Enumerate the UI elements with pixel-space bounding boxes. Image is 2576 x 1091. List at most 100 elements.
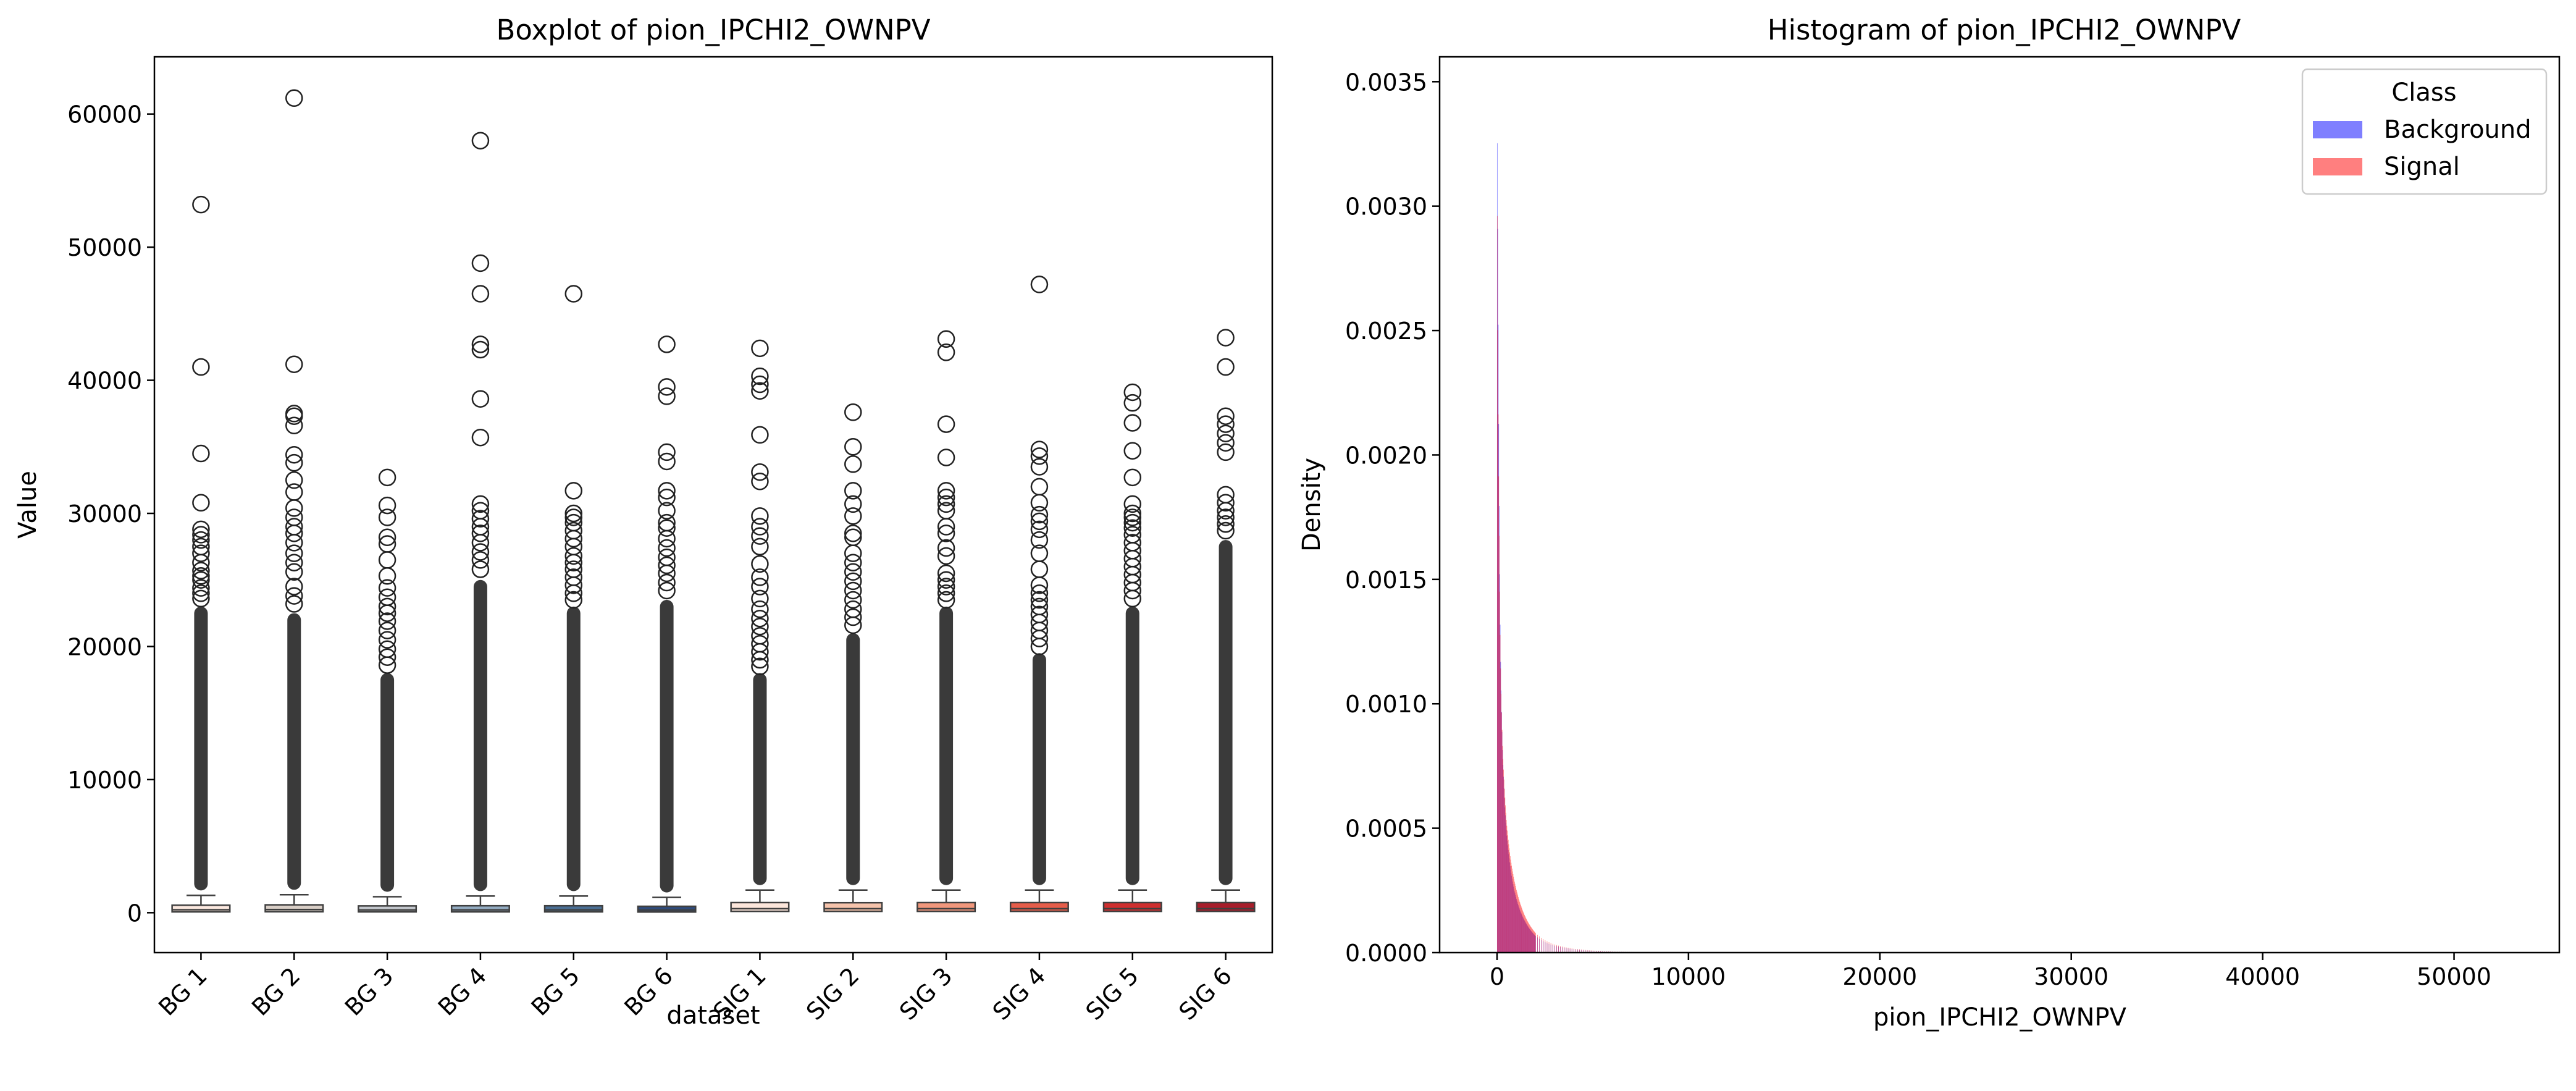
outlier-point [1030, 447, 1049, 465]
histogram-bar [1509, 852, 1510, 953]
outlier-point [378, 508, 396, 526]
outlier-point [192, 526, 210, 544]
histogram-bar [1554, 944, 1555, 953]
histogram-bar [1514, 883, 1516, 953]
outlier-point [192, 358, 210, 376]
histogram-bar [1517, 893, 1518, 953]
y-tick-label: 0.0015 [1345, 567, 1427, 594]
outlier-point [844, 544, 862, 562]
histogram-bar [1546, 941, 1548, 953]
histogram-series-signal [1496, 216, 1682, 953]
outlier-point [658, 335, 676, 353]
histogram-bar [1533, 930, 1534, 953]
outlier-point [751, 609, 769, 628]
outlier-point [285, 499, 303, 517]
histogram-bar [1532, 929, 1533, 953]
outlier-point [1217, 358, 1235, 376]
y-tick-label: 0.0020 [1345, 442, 1427, 469]
histogram-bar [1567, 948, 1569, 953]
x-tick-label: 20000 [1842, 963, 1917, 990]
y-tick-label: 0.0025 [1345, 318, 1427, 345]
histogram-bar [1575, 948, 1576, 953]
outlier-point [1030, 494, 1049, 512]
outlier-cluster [1032, 653, 1046, 885]
histogram-bar [1498, 476, 1500, 953]
outlier-point [471, 560, 490, 578]
outlier-point [564, 576, 582, 594]
outlier-point [751, 339, 769, 358]
box [543, 904, 603, 913]
outlier-point [937, 495, 955, 513]
outlier-point [285, 89, 303, 107]
outlier-cluster [380, 673, 395, 892]
legend-title: Class [2391, 78, 2456, 107]
legend-box [2301, 68, 2548, 195]
histogram-bar [1539, 936, 1540, 953]
outlier-point [751, 555, 769, 573]
box [264, 904, 324, 913]
box-group [358, 468, 417, 913]
outlier-point [285, 445, 303, 464]
histogram-bar [1500, 668, 1501, 953]
outlier-point [937, 591, 955, 609]
outlier-point [937, 578, 955, 596]
outlier-cluster [1125, 606, 1139, 885]
box-group [637, 335, 697, 913]
histogram-bar [1590, 950, 1592, 953]
outlier-point [937, 571, 955, 589]
outlier-point [1217, 508, 1235, 526]
outlier-point [751, 651, 769, 669]
outlier-cluster [846, 633, 860, 885]
histogram-bar [1511, 866, 1512, 953]
histogram-bar [1500, 634, 1501, 953]
x-tick-label: 50000 [2417, 963, 2491, 990]
outlier-point [564, 547, 582, 565]
outlier-point [285, 355, 303, 373]
outlier-point [751, 600, 769, 618]
outlier-point [1123, 504, 1141, 523]
outlier-point [844, 438, 862, 456]
histogram-bar [1537, 935, 1538, 953]
outlier-point [285, 453, 303, 472]
histogram-bar [1532, 929, 1533, 953]
outlier-point [1123, 519, 1141, 537]
outlier-point [658, 378, 676, 396]
outlier-point [564, 591, 582, 609]
histogram-bar [1527, 920, 1528, 953]
box-group [730, 339, 790, 912]
histogram-axes-frame [1438, 56, 2561, 954]
y-tick-label: 0.0030 [1345, 193, 1427, 221]
outlier-point [1123, 495, 1141, 513]
outlier-point [844, 616, 862, 634]
histogram-legend: Class Background Signal [2301, 68, 2548, 195]
outlier-point [1217, 329, 1235, 347]
histogram-bar [1581, 950, 1582, 953]
outlier-point [844, 563, 862, 581]
histogram-title: Histogram of pion_IPCHI2_OWNPV [1768, 14, 2241, 46]
outlier-point [937, 415, 955, 433]
box-group [917, 330, 976, 912]
outlier-point [285, 471, 303, 489]
y-tick-label: 40000 [67, 368, 142, 395]
outlier-point [658, 452, 676, 471]
outlier-point [1123, 513, 1141, 532]
y-tick-label: 30000 [67, 500, 142, 528]
outlier-point [1123, 442, 1141, 460]
outlier-point [471, 534, 490, 552]
outlier-point [844, 608, 862, 626]
outlier-point [192, 520, 210, 539]
outlier-point [471, 524, 490, 542]
outlier-point [1030, 440, 1049, 458]
outlier-point [285, 587, 303, 605]
outlier-point [658, 502, 676, 520]
x-tick-label: 30000 [2034, 963, 2108, 990]
box-group [450, 132, 510, 913]
outlier-point [844, 591, 862, 609]
outlier-point [937, 547, 955, 565]
outlier-point [564, 584, 582, 602]
outlier-point [1217, 434, 1235, 452]
box [358, 905, 417, 913]
histogram-bar [1508, 840, 1509, 953]
outlier-point [564, 529, 582, 548]
outlier-point [1123, 468, 1141, 487]
